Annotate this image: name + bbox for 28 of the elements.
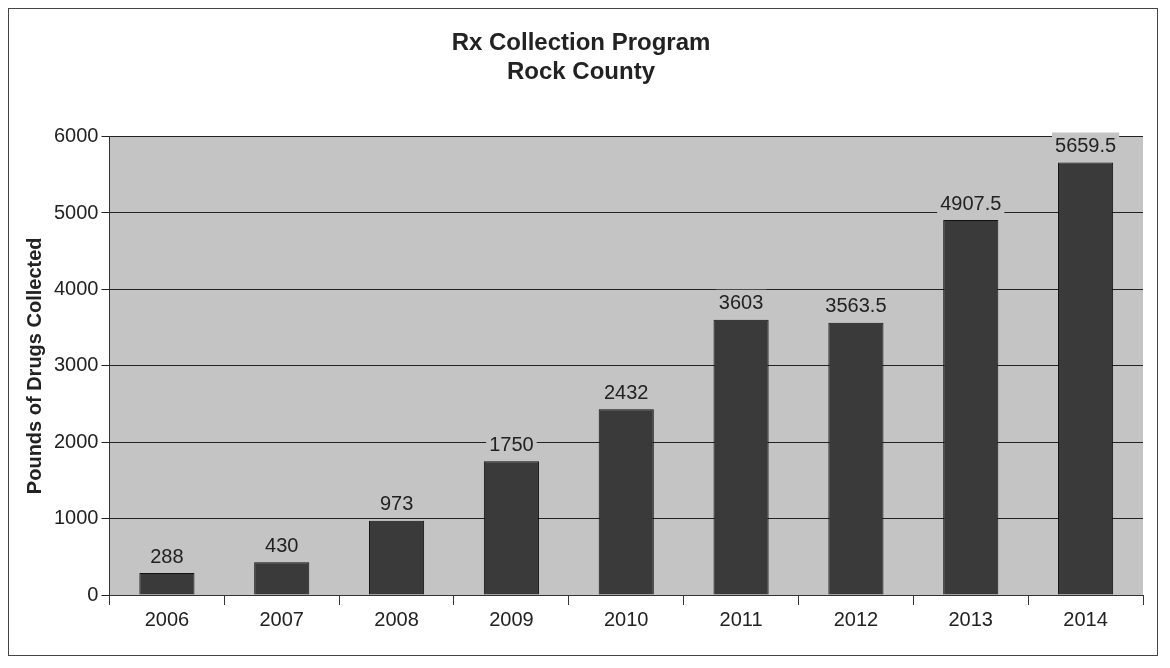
x-tick-label: 2011 [719, 607, 763, 630]
x-tick-label: 2014 [1063, 607, 1108, 630]
y-tick-label: 5000 [53, 200, 99, 223]
x-tick-label: 2009 [489, 607, 534, 630]
y-tick-label: 3000 [53, 353, 99, 376]
y-tick-label: 6000 [53, 124, 99, 147]
data-label: 288 [150, 544, 184, 567]
y-tick-label: 0 [87, 582, 99, 605]
data-label: 3563.5 [825, 294, 887, 317]
x-tick-label: 2006 [144, 607, 190, 630]
data-label: 3603 [718, 291, 764, 314]
x-tick-label: 2007 [259, 607, 304, 630]
data-label: 5659.5 [1055, 134, 1117, 157]
y-tick-label: 4000 [53, 276, 99, 299]
data-label: 430 [265, 533, 299, 556]
text: Rock County [506, 56, 656, 84]
text: Rx Collection Program [451, 28, 711, 56]
x-tick-label: 2012 [833, 607, 879, 630]
data-label: 973 [379, 492, 414, 515]
data-label: 2432 [604, 380, 649, 403]
x-tick-label: 2013 [948, 607, 993, 630]
data-label: 4907.5 [940, 191, 1002, 214]
x-tick-label: 2010 [604, 607, 649, 630]
x-tick-label: 2008 [374, 607, 419, 630]
data-label: 1750 [489, 432, 534, 455]
y-axis-title: Pounds of Drugs Collected [22, 237, 45, 495]
y-tick-label: 2000 [53, 429, 99, 452]
y-tick-label: 1000 [53, 506, 99, 529]
